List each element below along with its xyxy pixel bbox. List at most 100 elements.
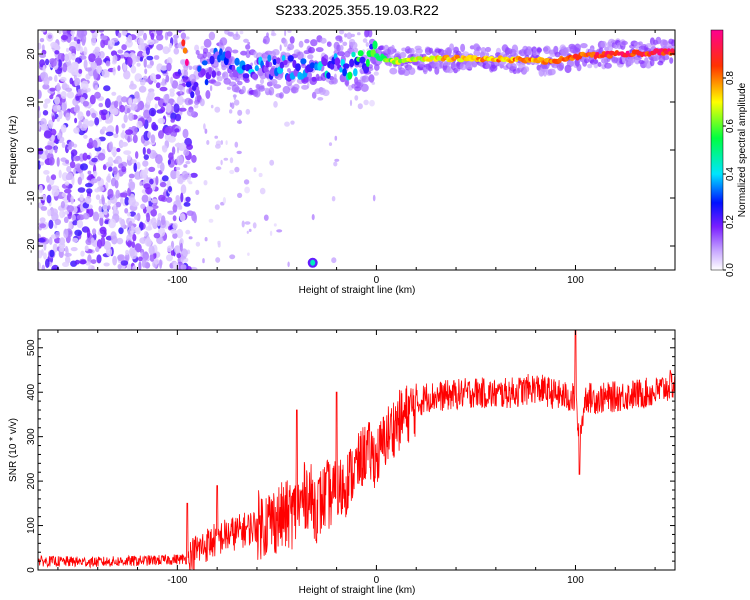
snr-y-tick-label: 0: [26, 567, 37, 573]
spectrogram-noise-blob: [344, 33, 348, 38]
spectrogram-noise-blob: [136, 103, 141, 112]
spectrogram-ridge-mark: [232, 69, 239, 78]
spectrogram-noise-blob: [40, 206, 48, 211]
spectrogram-noise-blob: [120, 197, 124, 204]
spectrogram-noise-blob: [99, 216, 104, 227]
spectrogram-noise-blob: [134, 73, 143, 82]
spectrogram-noise-blob: [62, 62, 68, 73]
spectrogram-noise-blob: [124, 208, 129, 214]
spectrogram-noise-blob: [140, 79, 146, 86]
spectrogram-ridge-halo: [320, 37, 327, 44]
spectrogram-noise-blob: [130, 103, 138, 111]
spectrogram-noise-blob: [41, 44, 45, 52]
spectrogram-noise-blob: [185, 229, 191, 235]
spectrogram-noise-blob: [131, 241, 135, 249]
spectrogram-ridge-halo: [229, 56, 236, 65]
spectrogram-ridge-mark: [334, 57, 341, 66]
spectrogram-noise-blob: [103, 85, 111, 92]
spectrogram-ridge-halo: [245, 44, 251, 50]
spectrogram-noise-blob: [190, 266, 198, 270]
snr-x-tick-label: 100: [567, 575, 584, 586]
spectrogram-ridge-halo: [604, 62, 612, 69]
spectrogram-ridge-halo: [638, 41, 643, 46]
spectrogram-noise-blob: [45, 258, 50, 268]
spectrogram-noise-blob: [373, 71, 379, 76]
spectrogram-noise-blob: [185, 160, 191, 165]
spectrogram-noise-blob: [50, 58, 57, 67]
spectrogram-noise-blob: [38, 120, 41, 131]
colorbar-tick-label: 0.2: [725, 215, 736, 229]
spectrogram-noise-blob: [164, 126, 172, 136]
spectrogram-noise-blob: [331, 196, 336, 202]
spectrogram-noise-blob: [77, 187, 86, 193]
spectrogram-ridge-halo: [306, 71, 312, 79]
spectrogram-noise-blob: [41, 264, 46, 270]
spectrogram-noise-blob: [215, 166, 222, 171]
spectrogram-noise-blob: [263, 214, 269, 221]
spectrogram-noise-blob: [123, 113, 128, 123]
spectrogram-ridge-halo: [232, 33, 241, 40]
spectrogram-noise-blob: [128, 112, 134, 122]
snr-y-tick-label: 300: [26, 428, 37, 445]
snr-frame: [37, 329, 676, 571]
spectrogram-noise-blob: [247, 252, 250, 256]
spectrogram-noise-blob: [226, 86, 231, 91]
spectrogram-noise-blob: [214, 135, 218, 139]
spectrogram-noise-blob: [62, 261, 70, 267]
spectrogram-noise-blob: [236, 120, 243, 124]
spectrogram-noise-blob: [86, 188, 93, 194]
spectrogram-ridge-mark: [181, 39, 186, 47]
spectrogram-noise-blob: [121, 30, 128, 36]
spectrogram-noise-blob: [66, 172, 74, 181]
spectrogram-noise-blob: [66, 165, 72, 173]
spectrogram-ridge-mark: [237, 68, 244, 74]
spectrogram-ridge-halo: [297, 51, 304, 60]
spectrogram-noise-blob: [149, 91, 155, 98]
spectrogram-noise-blob: [153, 55, 160, 60]
spectrogram-noise-blob: [116, 237, 124, 245]
spectrogram-noise-blob: [160, 162, 165, 172]
colorbar-tick-label: 0.0: [725, 263, 736, 277]
spectrogram-noise-blob: [91, 112, 97, 119]
spectrogram-noise-blob: [90, 178, 98, 184]
spectrogram-noise-blob: [92, 228, 97, 235]
spectrogram-noise-blob: [177, 147, 179, 154]
spectrogram-noise-blob: [168, 186, 172, 193]
spectrogram-ridge-mark: [219, 48, 223, 57]
spectrogram-noise-blob: [170, 118, 175, 123]
spectrogram-noise-blob: [109, 113, 114, 123]
spectrogram-noise-blob: [45, 58, 50, 66]
spectrogram-noise-blob: [166, 254, 173, 262]
spectrogram-noise-blob: [145, 47, 150, 55]
spectrogram-noise-blob: [39, 161, 45, 166]
spectrogram-noise-blob: [113, 204, 117, 211]
spectrogram-noise-blob: [63, 228, 69, 239]
spectrogram-noise-blob: [83, 134, 88, 139]
spectrogram-ridge-halo: [243, 38, 249, 43]
spectrogram-noise-blob: [246, 230, 249, 234]
spectrogram-ridge-halo: [202, 51, 208, 59]
spectrogram-noise-blob: [68, 221, 72, 231]
spectrogram-ridge-mark: [276, 57, 281, 65]
spectrogram-noise-blob: [148, 107, 157, 117]
spectrogram-noise-blob: [112, 151, 116, 158]
spectrogram-ridge-halo: [263, 35, 270, 45]
spectrogram-noise-blob: [173, 47, 180, 55]
spectrogram-noise-blob: [58, 109, 63, 120]
snr-y-tick-label: 100: [26, 517, 37, 534]
spectrogram-noise-blob: [290, 120, 295, 125]
colorbar-tick-label: 0.4: [725, 167, 736, 181]
spectrogram-noise-blob: [155, 154, 163, 165]
spectrogram-noise-blob: [229, 169, 235, 175]
spectrogram-noise-blob: [357, 103, 363, 110]
spectrogram-noise-blob: [269, 159, 275, 166]
spectrogram-noise-blob: [183, 164, 188, 168]
spectrogram-noise-blob: [56, 117, 60, 122]
spectrogram-ridge-mark: [254, 65, 259, 72]
spectrogram-noise-blob: [149, 60, 154, 67]
spectrogram-noise-blob: [158, 194, 166, 202]
spectrogram-noise-blob: [287, 261, 290, 268]
snr-x-label: Height of straight line (km): [299, 585, 416, 596]
spectrogram-noise-blob: [51, 208, 58, 216]
spectrogram-noise-blob: [48, 236, 53, 245]
